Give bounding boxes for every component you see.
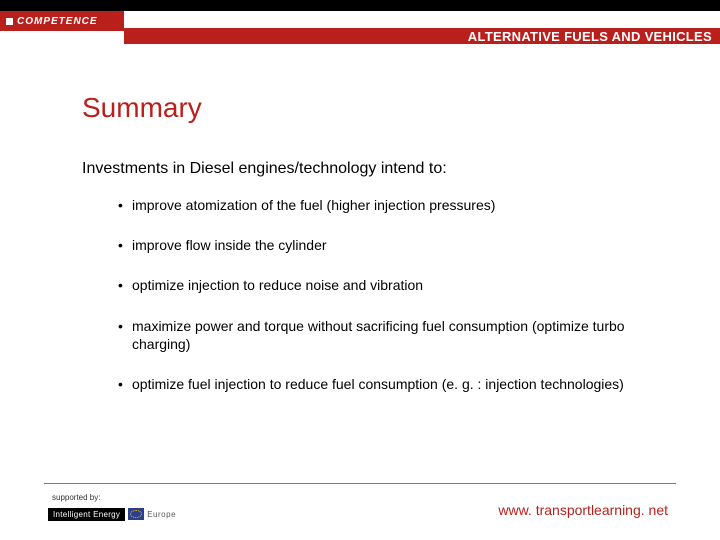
footer-url: www. transportlearning. net — [498, 502, 668, 518]
sponsor-badge-left: Intelligent Energy — [48, 508, 125, 521]
slide: COMPETENCE ALTERNATIVE FUELS AND VEHICLE… — [0, 0, 720, 540]
list-item: optimize injection to reduce noise and v… — [118, 276, 660, 294]
lead-text: Investments in Diesel engines/technology… — [82, 160, 447, 178]
subtitle-text: ALTERNATIVE FUELS AND VEHICLES — [468, 29, 712, 44]
eu-flag-icon — [128, 508, 144, 520]
slide-title: Summary — [82, 92, 202, 124]
sponsor-badge-right: Europe — [147, 510, 176, 519]
logo-square-icon — [6, 18, 13, 25]
list-item: optimize fuel injection to reduce fuel c… — [118, 375, 660, 393]
sponsor-badge: Intelligent Energy Europe — [48, 506, 208, 522]
footer-divider — [44, 483, 676, 484]
list-item: improve flow inside the cylinder — [118, 236, 660, 254]
logo-text: COMPETENCE — [17, 16, 98, 27]
brand-logo: COMPETENCE — [0, 11, 124, 31]
supported-by-label: supported by: — [52, 493, 100, 502]
list-item: maximize power and torque without sacrif… — [118, 317, 660, 353]
list-item: improve atomization of the fuel (higher … — [118, 196, 660, 214]
header-top-band — [0, 0, 720, 11]
bullet-list: improve atomization of the fuel (higher … — [118, 196, 660, 415]
subtitle-bar: ALTERNATIVE FUELS AND VEHICLES — [124, 28, 720, 44]
